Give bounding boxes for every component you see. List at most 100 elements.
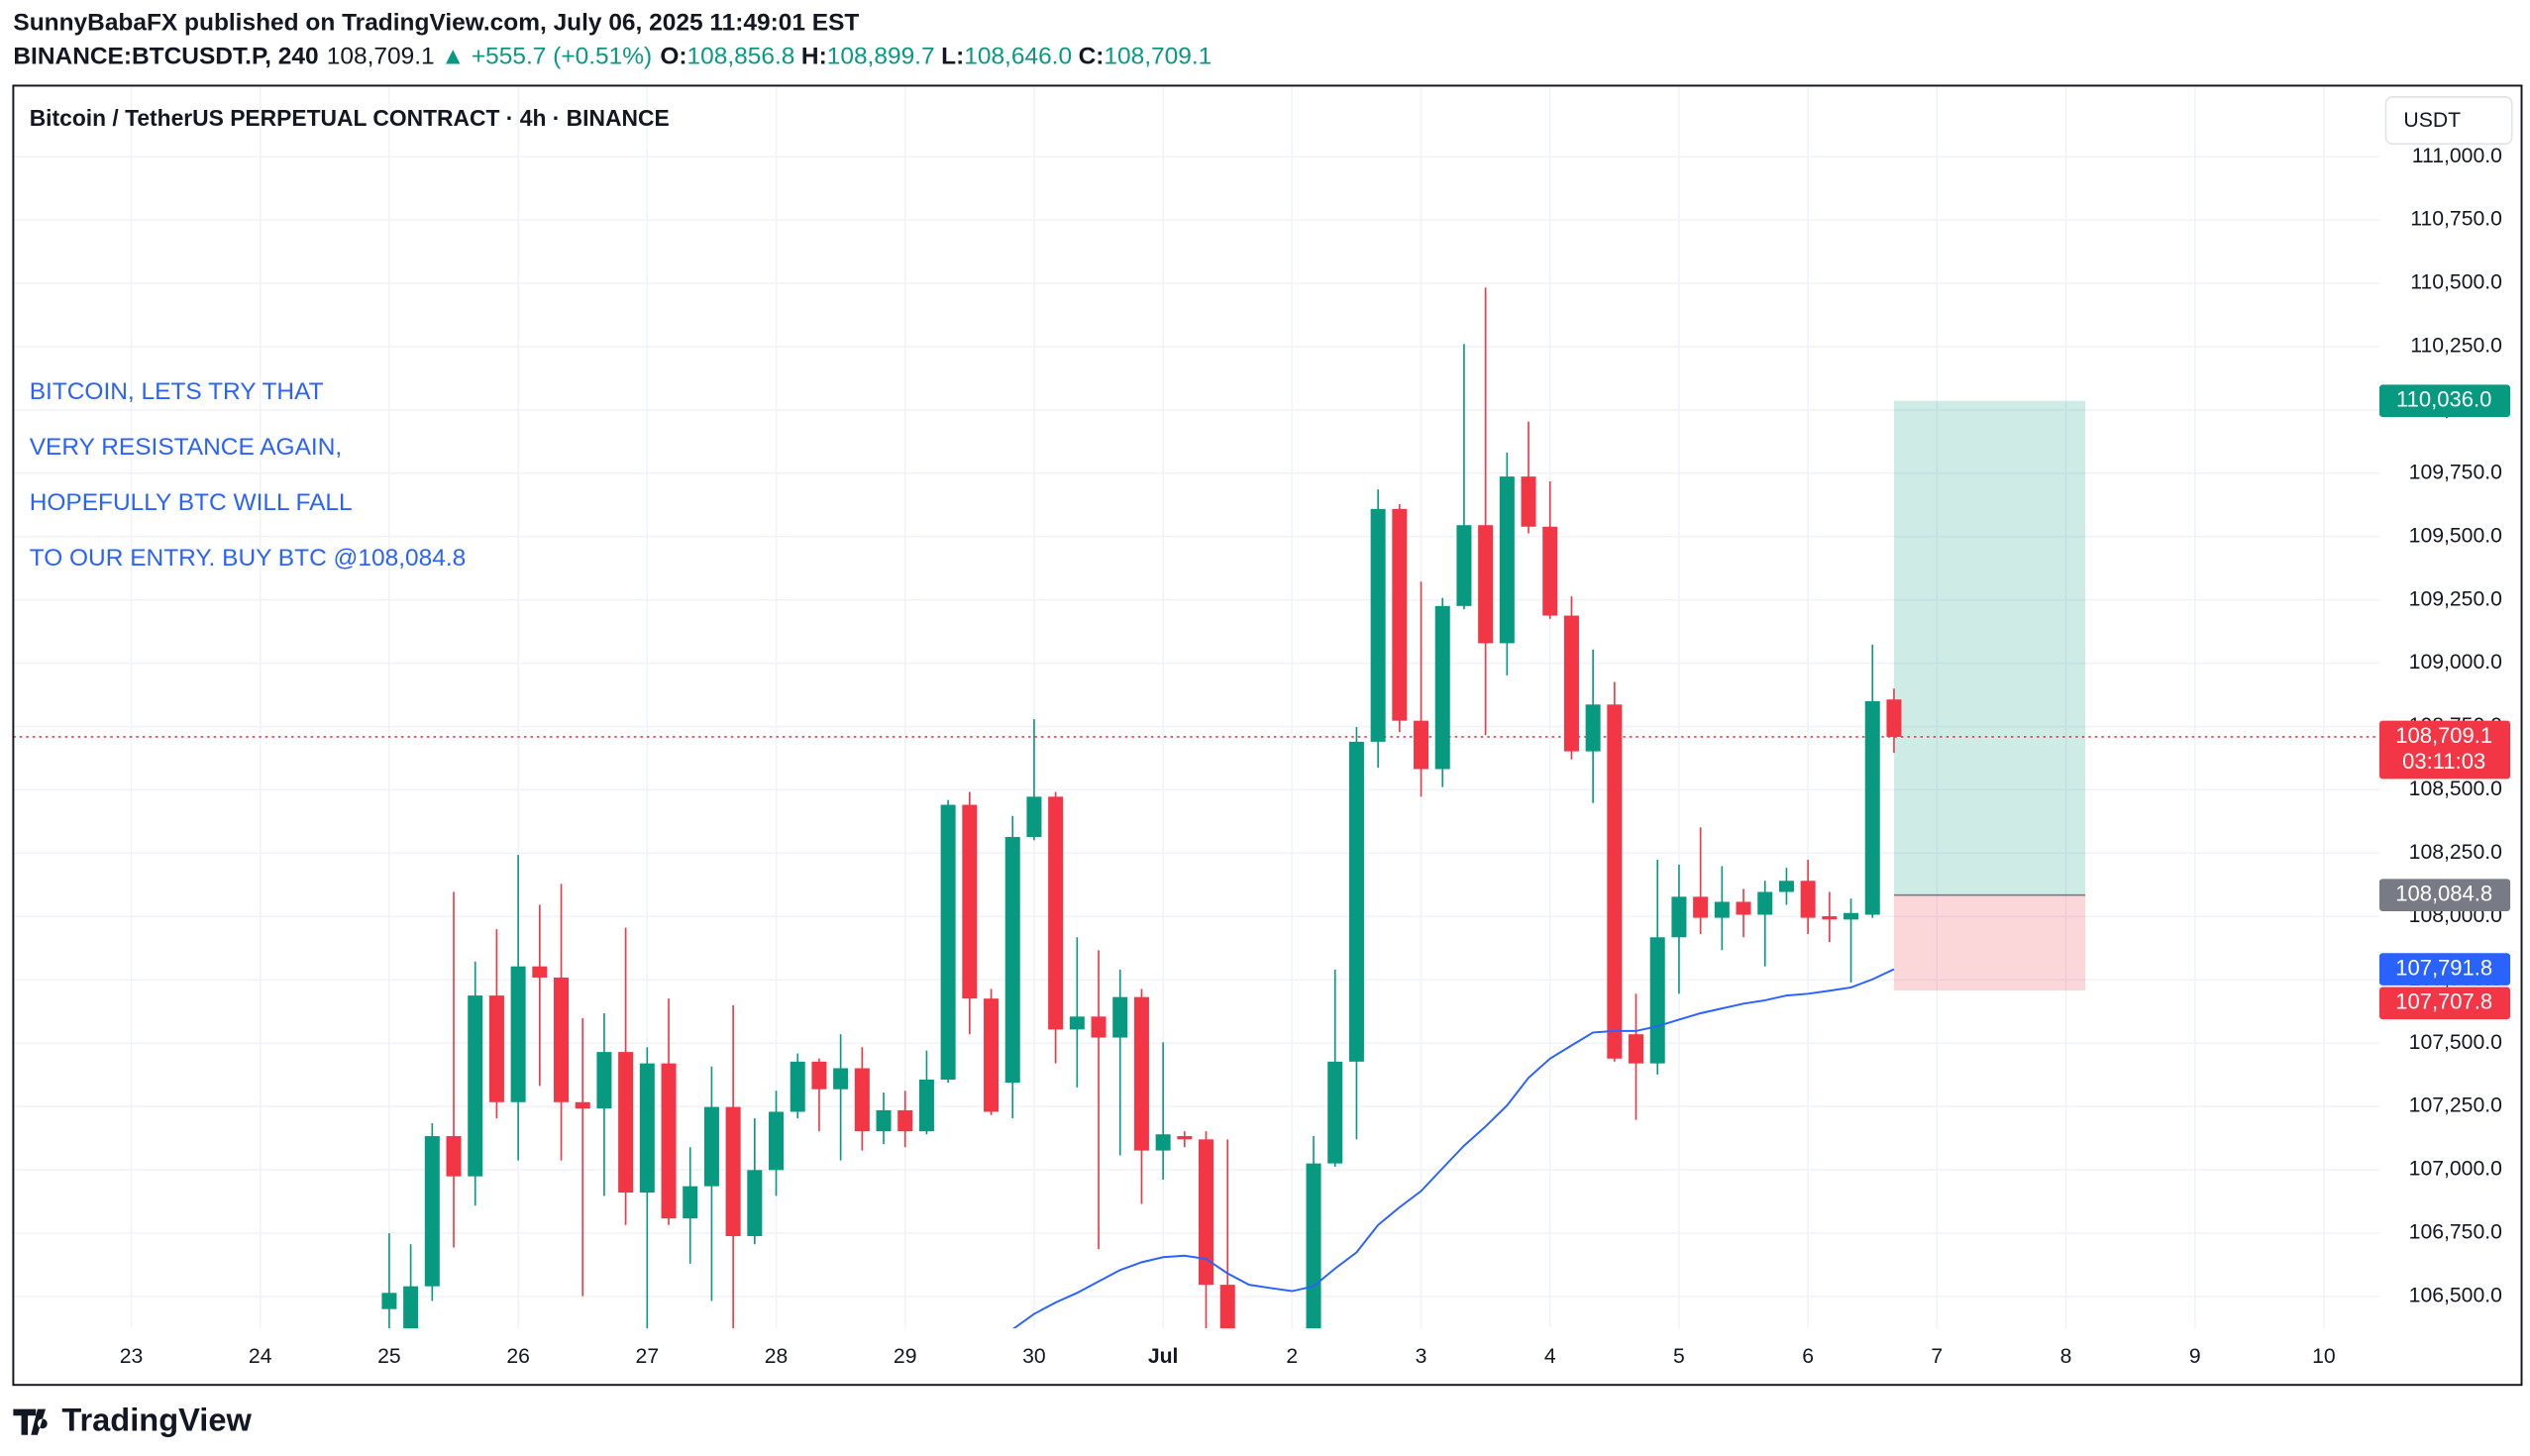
candle-body (1199, 1139, 1214, 1286)
candle-body (1048, 796, 1064, 1030)
candle-body (940, 804, 956, 1080)
x-tick-label: 23 (120, 1345, 144, 1368)
change: +555.7 (+0.51%) (472, 44, 652, 70)
candle-body (1864, 700, 1880, 915)
h-value: 108,899.7 (827, 44, 935, 70)
candle-body (1414, 720, 1429, 770)
x-tick-label: 2 (1286, 1345, 1298, 1368)
candle-body (1585, 704, 1601, 752)
candle-body (510, 966, 526, 1102)
x-tick-label: 24 (249, 1345, 272, 1368)
last-price-label-bg (2378, 720, 2511, 780)
candle-body (1219, 1285, 1235, 1329)
y-tick-label: 110,750.0 (2410, 208, 2502, 231)
candle-body (790, 1061, 805, 1112)
candle-body (1629, 1034, 1644, 1064)
publish-line: SunnyBabaFX published on TradingView.com… (13, 10, 859, 37)
chart-title: Bitcoin / TetherUS PERPETUAL CONTRACT · … (30, 105, 670, 131)
candle-body (1671, 896, 1687, 938)
x-tick-label: 3 (1416, 1345, 1427, 1368)
y-tick-label: 106,500.0 (2409, 1284, 2502, 1306)
candle-body (876, 1109, 892, 1132)
ma-label-text: 107,791.8 (2395, 955, 2492, 980)
entry-label-text: 108,084.8 (2395, 881, 2492, 905)
last-price-label-text: 108,709.1 (2395, 723, 2492, 748)
o-value: 108,856.8 (687, 44, 795, 70)
currency-button[interactable]: USDT (2384, 96, 2513, 146)
candle-body (1348, 741, 1364, 1062)
brand: TradingView (61, 1401, 252, 1437)
candle-body (1499, 476, 1515, 644)
candle-body (424, 1136, 440, 1287)
candle-body (488, 995, 504, 1102)
candle-body (1693, 896, 1709, 918)
ohlc-line: BINANCE:BTCUSDT.P, 240 108,709.1 ▲ +555.7 (… (13, 44, 1212, 70)
candle-body (1026, 796, 1042, 838)
moving-average (1011, 968, 1895, 1329)
x-tick-label: 28 (765, 1345, 789, 1368)
annotation-line: VERY RESISTANCE AGAIN, (30, 434, 342, 461)
currency[interactable]: USDT (2403, 109, 2461, 132)
candle-body (1736, 901, 1751, 915)
target-label-text: 110,036.0 (2396, 386, 2491, 411)
h-label: H: (801, 44, 827, 70)
candle-body (1521, 476, 1536, 527)
x-tick-label: 25 (377, 1345, 401, 1368)
last-price-label-text: 03:11:03 (2402, 749, 2485, 774)
x-tick-label: 10 (2312, 1345, 2336, 1368)
candle-body (1004, 837, 1020, 1084)
last-price-label: 108,709.103:11:03 (2378, 720, 2511, 780)
candle-body (1370, 508, 1386, 742)
candle-body (962, 804, 978, 999)
ma-label-bg (2378, 953, 2511, 986)
currency-box[interactable] (2384, 96, 2513, 146)
candle-body (1478, 525, 1494, 644)
x-tick-label: Jul (1148, 1345, 1179, 1368)
annotation-line: BITCOIN, LETS TRY THAT (30, 378, 324, 405)
candle-body (1069, 1016, 1085, 1030)
o-label: O: (660, 44, 686, 70)
stop-label: 107,707.8 (2378, 987, 2511, 1020)
y-tick-label: 108,500.0 (2409, 778, 2502, 800)
candle-body (1886, 699, 1902, 737)
y-tick-label: 108,250.0 (2409, 841, 2502, 864)
stop-label-bg (2378, 987, 2511, 1020)
y-tick-label: 109,250.0 (2409, 587, 2502, 610)
candle-body (833, 1068, 849, 1090)
candle-body (725, 1106, 741, 1237)
candle-body (532, 966, 548, 978)
annotation-line: TO OUR ENTRY. BUY BTC @108,084.8 (30, 545, 467, 572)
candle-body (1091, 1016, 1107, 1038)
candle-body (747, 1170, 763, 1237)
y-tick-label: 106,750.0 (2409, 1221, 2502, 1244)
entry-label-bg (2378, 879, 2511, 911)
candle-body (403, 1286, 419, 1329)
candle-body (1392, 508, 1408, 721)
publish-text: SunnyBabaFX published on TradingView.com… (13, 10, 859, 37)
profit-zone (1893, 400, 2086, 895)
logo-icon (13, 1408, 48, 1435)
x-tick-label: 30 (1022, 1345, 1046, 1368)
candle-body (554, 977, 570, 1102)
candle-body (984, 998, 1000, 1112)
stop-label-text: 107,707.8 (2395, 989, 2492, 1014)
y-tick-label: 107,000.0 (2409, 1158, 2502, 1181)
c-label: C: (1079, 44, 1105, 70)
loss-zone (1893, 894, 2086, 991)
candle-body (1327, 1061, 1343, 1164)
candle-body (1714, 901, 1730, 918)
candle-body (1133, 996, 1149, 1151)
candle-body (854, 1068, 870, 1132)
ma-label: 107,791.8 (2378, 953, 2511, 986)
candle-body (1155, 1134, 1171, 1151)
candle-body (1434, 605, 1450, 770)
target-label-bg (2378, 384, 2511, 417)
candle-body (1542, 526, 1558, 616)
candle-body (1563, 615, 1579, 752)
candle-body (661, 1063, 677, 1219)
candle-body (1844, 912, 1859, 920)
target-label: 110,036.0 (2378, 384, 2511, 417)
x-tick-label: 6 (1802, 1345, 1814, 1368)
candle-body (1306, 1163, 1321, 1329)
arrow: ▲ (441, 44, 465, 70)
